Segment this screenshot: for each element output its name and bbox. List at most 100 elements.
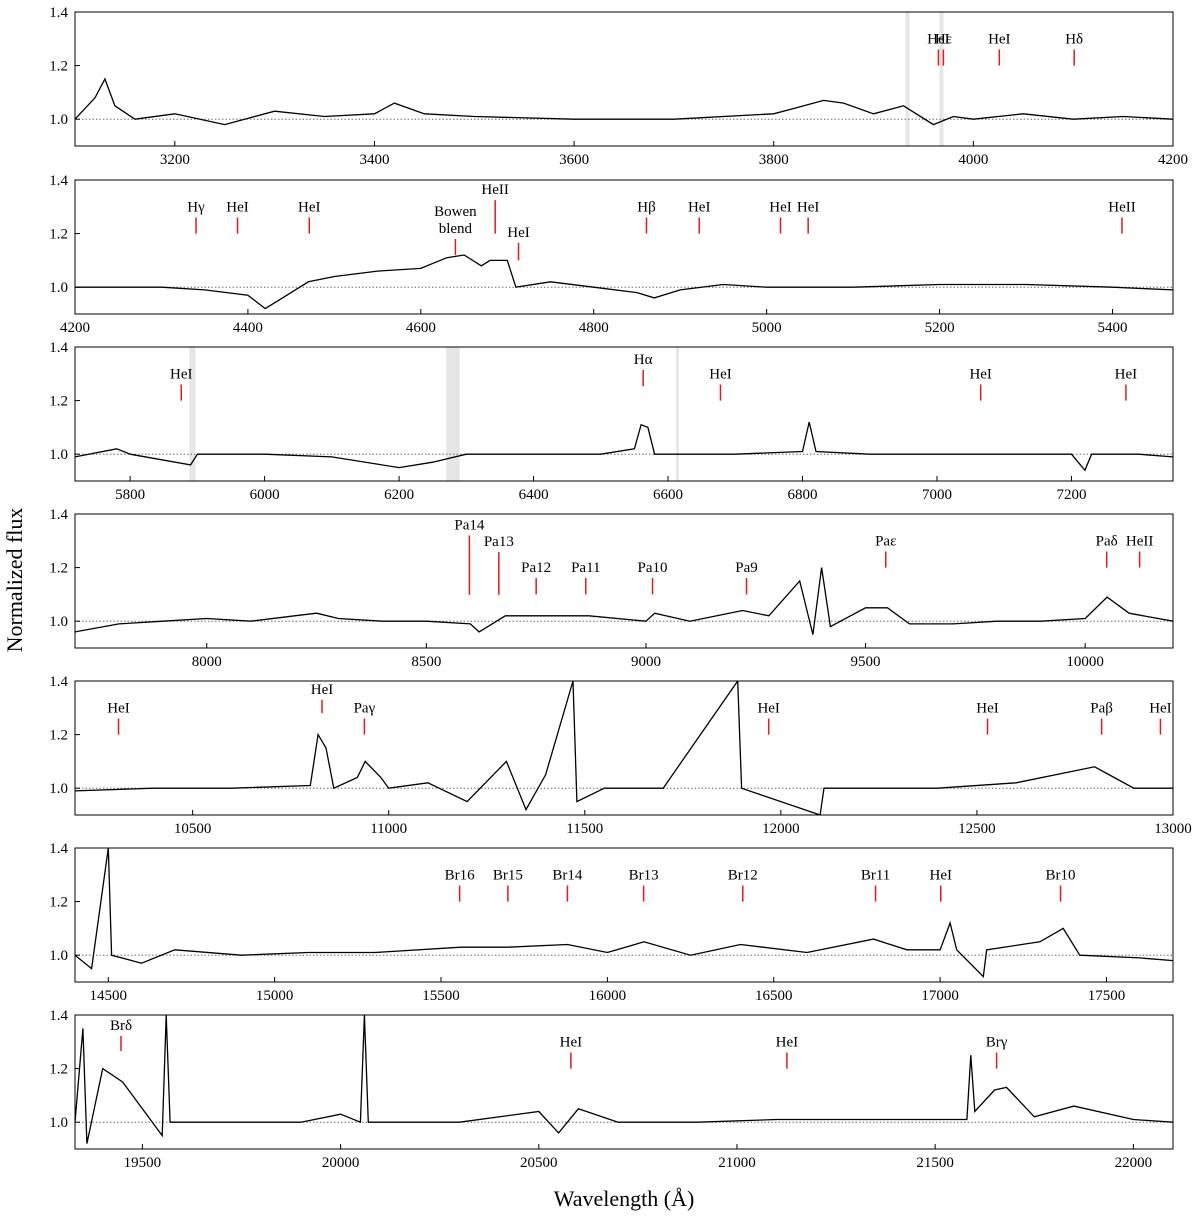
spectrum	[75, 848, 1173, 979]
line-label: Pa10	[638, 560, 668, 576]
y-tick-label: 1.0	[49, 614, 68, 630]
x-tick-label: 11500	[566, 821, 603, 837]
x-tick-label: 5400	[1097, 320, 1127, 336]
line-label: Paγ	[354, 701, 376, 717]
x-tick-label: 4200	[60, 320, 90, 336]
x-tick-label: 6600	[653, 487, 683, 503]
x-tick-label: 4400	[233, 320, 263, 336]
line-label: HeI	[298, 200, 321, 216]
line-label: Bowen blend	[434, 204, 477, 237]
line-label: Pa14	[454, 517, 485, 533]
line-label: HeI	[969, 367, 992, 383]
y-axis-label: Normalized flux	[2, 508, 27, 653]
x-tick-label: 21500	[916, 1155, 954, 1171]
spectrum	[75, 567, 1173, 635]
x-tick-label: 12000	[762, 821, 800, 837]
x-tick-label: 21000	[718, 1155, 756, 1171]
line-label: HeI	[170, 367, 193, 383]
x-tick-label: 8000	[192, 654, 222, 670]
line-label: Hγ	[187, 200, 205, 216]
line-label: Br11	[861, 868, 890, 884]
y-tick-label: 1.0	[49, 447, 68, 463]
x-tick-label: 22000	[1115, 1155, 1153, 1171]
x-tick-label: 5000	[752, 320, 782, 336]
plot-frame	[74, 346, 1174, 482]
y-tick-label: 1.0	[49, 948, 68, 964]
shaded-band	[905, 12, 910, 146]
line-label: Pa9	[735, 560, 758, 576]
line-label: Br16	[445, 868, 476, 884]
line-label: HeII	[1108, 200, 1135, 216]
x-tick-label: 15000	[256, 988, 294, 1004]
spectrum	[75, 1015, 1173, 1144]
y-tick-label: 1.4	[49, 1008, 68, 1024]
x-tick-label: 4200	[1158, 152, 1188, 168]
y-tick-label: 1.2	[49, 59, 68, 75]
line-label: Br10	[1046, 868, 1076, 884]
line-label: Paδ	[1096, 534, 1118, 550]
line-label: HeI	[107, 701, 130, 717]
spectrum	[75, 77, 1173, 126]
line-label: HeI	[709, 367, 732, 383]
line-label: HeI	[797, 200, 820, 216]
y-tick-label: 1.2	[49, 561, 68, 577]
x-tick-label: 19500	[124, 1155, 162, 1171]
y-tick-label: 1.4	[49, 173, 68, 189]
y-tick-label: 1.4	[49, 674, 68, 690]
x-tick-label: 9500	[851, 654, 881, 670]
line-label: HeI	[776, 1035, 799, 1051]
line-label: HeI	[769, 200, 792, 216]
y-tick-label: 1.4	[49, 841, 68, 857]
plot-frame	[74, 847, 1174, 983]
plot-frame	[74, 513, 1174, 649]
line-label: HeI	[688, 200, 711, 216]
y-tick-label: 1.2	[49, 227, 68, 243]
line-label: Paβ	[1090, 701, 1113, 717]
spectrum	[75, 421, 1173, 472]
x-tick-label: 9000	[631, 654, 661, 670]
spectrum	[75, 681, 1173, 815]
y-tick-label: 1.0	[49, 280, 68, 296]
x-tick-label: 4800	[579, 320, 609, 336]
line-label: HeI	[757, 701, 780, 717]
plot-frame	[74, 179, 1174, 315]
x-tick-label: 14500	[90, 988, 128, 1004]
spectrum	[75, 254, 1173, 310]
line-label: HeII	[1126, 534, 1153, 550]
y-tick-label: 1.4	[49, 340, 68, 356]
line-label: HeII	[481, 182, 508, 198]
y-tick-label: 1.0	[49, 781, 68, 797]
line-label: Hα	[634, 352, 653, 368]
shaded-band	[939, 12, 944, 146]
y-tick-label: 1.0	[49, 1115, 68, 1131]
x-tick-label: 7000	[922, 487, 952, 503]
line-label: HeI	[1149, 701, 1172, 717]
x-tick-label: 16500	[755, 988, 793, 1004]
line-label: HeI	[976, 701, 999, 717]
y-tick-label: 1.0	[49, 112, 68, 128]
line-label: Br13	[629, 868, 659, 884]
shaded-band	[189, 347, 196, 481]
x-tick-label: 6800	[788, 487, 818, 503]
line-label: Pa11	[571, 560, 600, 576]
line-label: HeI	[988, 32, 1011, 48]
x-tick-label: 3200	[160, 152, 190, 168]
x-tick-label: 17500	[1088, 988, 1126, 1004]
x-tick-label: 12500	[958, 821, 996, 837]
x-tick-label: 17000	[921, 988, 959, 1004]
x-tick-label: 15500	[422, 988, 460, 1004]
line-label: HeI	[226, 200, 249, 216]
shaded-band	[446, 347, 460, 481]
line-label: HeI	[930, 868, 953, 884]
x-tick-label: 5800	[115, 487, 145, 503]
line-label: HeI	[927, 32, 950, 48]
x-tick-label: 11000	[370, 821, 407, 837]
line-label: Br12	[728, 868, 758, 884]
x-axis-label: Wavelength (Å)	[554, 1186, 695, 1211]
x-tick-label: 20500	[520, 1155, 558, 1171]
x-tick-label: 10500	[174, 821, 212, 837]
y-tick-label: 1.2	[49, 895, 68, 911]
x-tick-label: 3600	[559, 152, 589, 168]
line-label: Hδ	[1065, 32, 1083, 48]
